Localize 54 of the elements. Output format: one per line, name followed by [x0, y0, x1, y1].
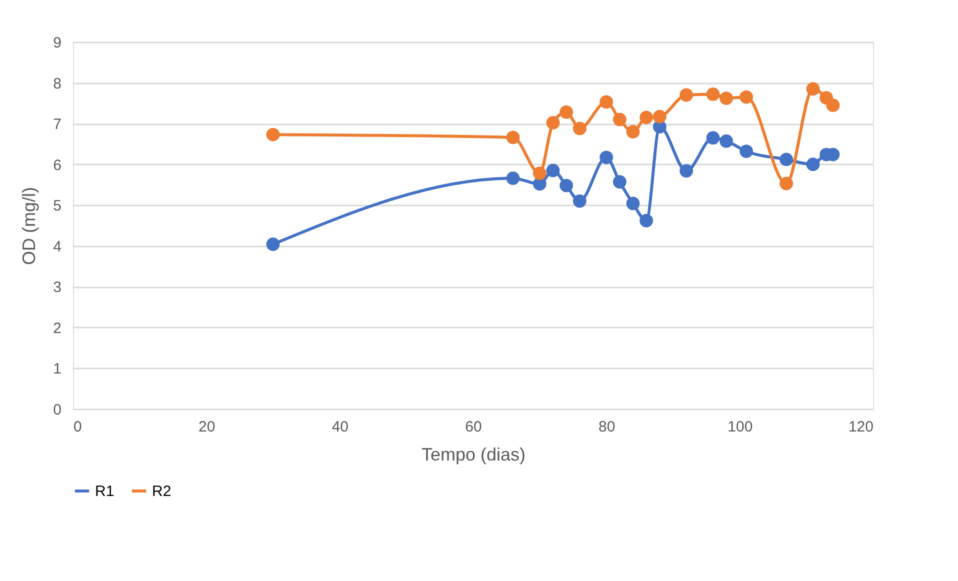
y-tick-label: 4: [53, 238, 62, 256]
x-tick-label: 80: [598, 418, 616, 436]
point: [626, 125, 640, 138]
point: [706, 131, 720, 145]
point: [806, 158, 820, 172]
x-tick-label: 40: [332, 418, 349, 436]
y-tick-label: 3: [53, 279, 62, 296]
point: [640, 214, 654, 228]
point: [626, 196, 640, 210]
x-tick-label: 120: [848, 418, 874, 436]
y-tick-label: 9: [53, 34, 62, 52]
point: [600, 150, 614, 164]
point: [546, 116, 560, 130]
point: [680, 164, 694, 178]
y-tick-label: 0: [53, 402, 62, 418]
point: [560, 178, 574, 192]
point: [720, 134, 734, 148]
point: [612, 112, 626, 126]
y-tick-label: 5: [53, 198, 62, 215]
point: [532, 166, 546, 180]
point: [652, 110, 666, 124]
x-axis-title: Tempo (dias): [421, 444, 526, 464]
y-axis-title: OD (mg/l): [19, 187, 40, 265]
y-tick-label: 8: [53, 75, 62, 92]
point: [640, 110, 654, 124]
point: [572, 122, 586, 136]
point: [572, 194, 586, 208]
point: [266, 238, 280, 251]
x-tick-label: 20: [198, 418, 216, 436]
point: [740, 90, 754, 104]
point: [506, 130, 520, 144]
point: [600, 95, 614, 109]
point: [506, 172, 520, 185]
point: [780, 176, 794, 190]
legend-label: R1: [95, 483, 114, 500]
x-tick-label: 0: [74, 418, 82, 436]
point: [780, 152, 794, 166]
point: [740, 144, 754, 158]
x-tick-label: 100: [728, 418, 753, 436]
point: [806, 82, 820, 96]
y-tick-label: 2: [53, 320, 62, 337]
legend-label: R2: [152, 483, 172, 500]
point: [560, 105, 574, 119]
point: [826, 98, 840, 112]
y-tick-label: 6: [53, 156, 62, 174]
point: [266, 128, 280, 142]
point: [706, 88, 720, 101]
y-tick-label: 7: [53, 116, 62, 134]
x-tick-label: 60: [465, 418, 482, 436]
point: [546, 164, 560, 178]
y-tick-label: 1: [53, 360, 62, 378]
point: [720, 92, 734, 105]
point: [680, 88, 694, 102]
point: [612, 175, 626, 189]
